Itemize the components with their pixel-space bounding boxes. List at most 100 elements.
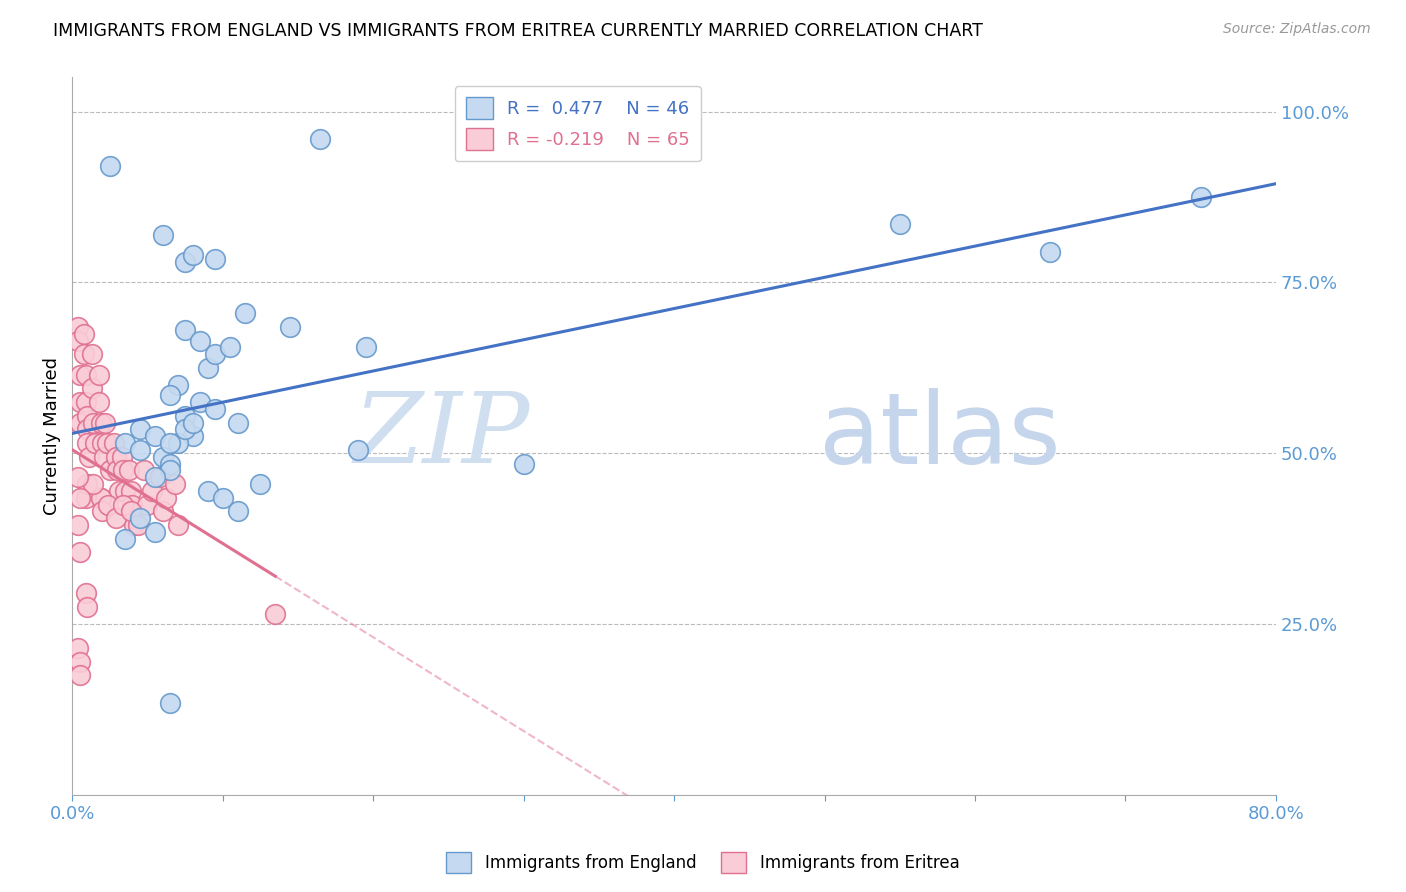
- Point: [889, 218, 911, 232]
- Point: [226, 416, 249, 430]
- Point: [136, 498, 159, 512]
- Point: [512, 457, 534, 471]
- Point: [219, 340, 242, 354]
- Point: [152, 227, 174, 242]
- Point: [69, 416, 91, 430]
- Point: [97, 498, 120, 512]
- Point: [166, 518, 188, 533]
- Point: [159, 463, 181, 477]
- Point: [141, 483, 163, 498]
- Point: [155, 491, 177, 505]
- Point: [76, 436, 98, 450]
- Point: [75, 586, 97, 600]
- Point: [174, 422, 197, 436]
- Point: [112, 498, 135, 512]
- Text: IMMIGRANTS FROM ENGLAND VS IMMIGRANTS FROM ERITREA CURRENTLY MARRIED CORRELATION: IMMIGRANTS FROM ENGLAND VS IMMIGRANTS FR…: [53, 22, 983, 40]
- Point: [1039, 244, 1062, 259]
- Point: [67, 319, 90, 334]
- Point: [163, 477, 186, 491]
- Point: [152, 504, 174, 518]
- Text: Source: ZipAtlas.com: Source: ZipAtlas.com: [1223, 22, 1371, 37]
- Point: [98, 159, 121, 173]
- Point: [197, 483, 219, 498]
- Point: [118, 463, 141, 477]
- Point: [174, 409, 197, 423]
- Point: [148, 470, 170, 484]
- Point: [90, 491, 112, 505]
- Point: [120, 504, 142, 518]
- Point: [233, 306, 256, 320]
- Point: [98, 463, 121, 477]
- Point: [309, 132, 332, 146]
- Point: [197, 360, 219, 375]
- Point: [104, 450, 127, 464]
- Point: [91, 504, 114, 518]
- Point: [347, 442, 370, 457]
- Point: [83, 436, 105, 450]
- Legend: Immigrants from England, Immigrants from Eritrea: Immigrants from England, Immigrants from…: [440, 846, 966, 880]
- Point: [75, 395, 97, 409]
- Point: [82, 477, 104, 491]
- Point: [204, 401, 226, 416]
- Point: [91, 436, 114, 450]
- Point: [69, 491, 91, 505]
- Point: [129, 442, 152, 457]
- Text: ZIP: ZIP: [353, 389, 530, 483]
- Point: [90, 491, 112, 505]
- Point: [174, 255, 197, 269]
- Point: [108, 483, 131, 498]
- Point: [159, 388, 181, 402]
- Point: [69, 395, 91, 409]
- Point: [90, 416, 112, 430]
- Point: [89, 368, 111, 382]
- Point: [188, 395, 211, 409]
- Point: [188, 334, 211, 348]
- Point: [75, 368, 97, 382]
- Point: [204, 252, 226, 266]
- Point: [114, 483, 136, 498]
- Point: [80, 347, 103, 361]
- Point: [111, 450, 134, 464]
- Point: [121, 498, 143, 512]
- Point: [89, 395, 111, 409]
- Point: [103, 436, 125, 450]
- Point: [67, 334, 90, 348]
- Point: [104, 511, 127, 525]
- Point: [143, 429, 166, 443]
- Point: [69, 368, 91, 382]
- Point: [264, 607, 287, 621]
- Point: [73, 326, 96, 341]
- Point: [69, 668, 91, 682]
- Point: [76, 409, 98, 423]
- Point: [181, 416, 204, 430]
- Point: [159, 457, 181, 471]
- Point: [67, 518, 90, 533]
- Point: [77, 450, 100, 464]
- Point: [129, 511, 152, 525]
- Point: [75, 491, 97, 505]
- Legend: R =  0.477    N = 46, R = -0.219    N = 65: R = 0.477 N = 46, R = -0.219 N = 65: [454, 87, 700, 161]
- Point: [204, 347, 226, 361]
- Point: [181, 248, 204, 262]
- Point: [76, 600, 98, 615]
- Point: [159, 696, 181, 710]
- Point: [226, 504, 249, 518]
- Point: [127, 518, 149, 533]
- Point: [249, 477, 271, 491]
- Point: [174, 323, 197, 337]
- Point: [143, 524, 166, 539]
- Point: [105, 463, 128, 477]
- Point: [96, 436, 118, 450]
- Point: [159, 436, 181, 450]
- Point: [134, 463, 156, 477]
- Point: [280, 319, 302, 334]
- Point: [67, 470, 90, 484]
- Point: [76, 422, 98, 436]
- Point: [93, 450, 115, 464]
- Point: [166, 378, 188, 392]
- Point: [76, 477, 98, 491]
- Point: [80, 381, 103, 395]
- Point: [129, 422, 152, 436]
- Point: [211, 491, 233, 505]
- Point: [73, 347, 96, 361]
